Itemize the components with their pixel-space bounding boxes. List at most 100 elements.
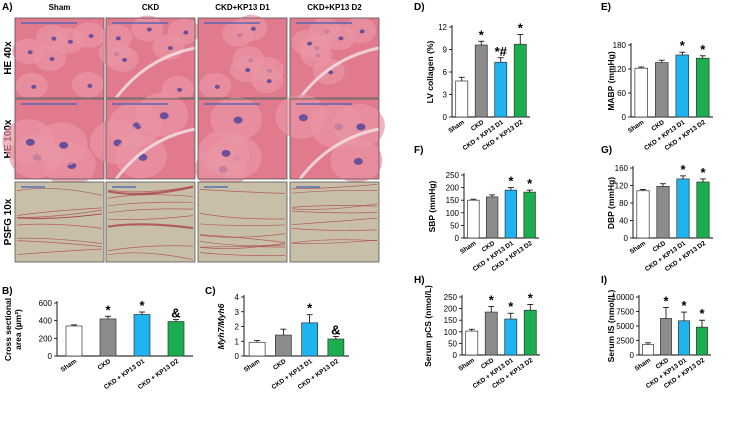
- y-tick-label: 50: [450, 221, 459, 230]
- micrograph-tile: [197, 181, 288, 263]
- bar: [465, 330, 479, 356]
- micrograph-tile: [105, 181, 196, 263]
- tile-border: [289, 181, 380, 263]
- micrograph-tile: [289, 17, 380, 99]
- tissue-background: [290, 182, 379, 262]
- collagen-fiber: [199, 223, 286, 226]
- tile-border: [289, 17, 380, 99]
- y-tick-label: 200: [444, 305, 458, 314]
- micrograph-tile: [195, 97, 288, 191]
- significance-marker: *: [508, 299, 514, 314]
- micrograph-tile: [197, 14, 288, 99]
- y-tick-label: 12: [438, 23, 447, 32]
- bar: [327, 338, 345, 357]
- column-title: CKD: [142, 3, 160, 12]
- significance-marker: &: [171, 306, 180, 321]
- y-tick-label: 250: [446, 171, 460, 180]
- interstitial-space: [298, 46, 380, 99]
- significance-marker: *: [105, 302, 111, 317]
- y-tick-label: 400: [39, 317, 53, 326]
- bar: [484, 311, 498, 356]
- interstitial-space: [114, 127, 196, 180]
- column-title: Sham: [49, 3, 71, 12]
- y-tick-label: 0: [630, 351, 635, 360]
- y-axis-label: area (µm²): [13, 309, 23, 350]
- y-tick-label: 80: [619, 199, 628, 208]
- nucleus: [115, 36, 121, 41]
- column-title: CKD+KP13 D1: [215, 3, 270, 12]
- collagen-fiber: [16, 237, 103, 244]
- nucleus: [51, 36, 57, 41]
- panel-label: F): [414, 145, 423, 156]
- bar: [467, 199, 480, 239]
- x-tick-label: CKD: [97, 358, 113, 372]
- micrograph-tile: [2, 98, 105, 187]
- nucleus: [59, 141, 69, 149]
- interstitial-space: [298, 127, 380, 180]
- x-tick-label: CKD: [650, 119, 666, 133]
- y-axis-label: SBP (mmHg): [427, 180, 437, 232]
- bar: [636, 190, 650, 239]
- y-tick-label: 200: [446, 184, 460, 193]
- y-tick-label: 0: [622, 113, 627, 122]
- micrograph-tile: [98, 15, 200, 102]
- y-tick-label: 60: [617, 89, 626, 98]
- collagen-fiber: [291, 203, 378, 210]
- tissue-background: [198, 182, 287, 262]
- collagen-fiber: [291, 217, 378, 225]
- nucleus: [67, 39, 73, 44]
- y-axis-label: Cross sectional: [3, 298, 13, 361]
- significance-marker: *: [527, 176, 533, 191]
- x-tick-label: Sham: [459, 240, 478, 256]
- y-axis-label: Myh7/Myh6: [216, 303, 226, 349]
- bar: [99, 318, 117, 357]
- x-tick-label: Sham: [629, 240, 648, 256]
- tissue-background: [15, 182, 104, 262]
- collagen-fiber: [16, 223, 103, 229]
- y-tick-label: 100: [446, 209, 460, 218]
- significance-marker: &: [331, 322, 340, 337]
- bar: [494, 61, 508, 118]
- significance-marker: *: [307, 301, 313, 316]
- y-tick-label: 10000: [612, 293, 635, 302]
- y-axis-label: MABP (mmHg): [606, 51, 616, 111]
- significance-marker: *: [489, 293, 495, 308]
- x-tick-label: Sham: [447, 119, 466, 135]
- nucleus: [183, 30, 189, 35]
- nucleus: [338, 36, 344, 41]
- nucleus: [298, 114, 308, 122]
- collagen-fiber: [199, 252, 286, 257]
- nucleus: [146, 27, 152, 32]
- tile-border: [197, 181, 288, 263]
- bar: [655, 62, 669, 118]
- panel-label: G): [601, 145, 612, 156]
- collagen-fiber: [16, 240, 103, 248]
- collagen-fiber: [107, 245, 194, 252]
- y-tick-label: 2500: [616, 337, 634, 346]
- bar: [275, 334, 292, 357]
- collagen-fiber: [291, 239, 378, 244]
- tile-border: [289, 98, 380, 180]
- y-tick-label: 7500: [616, 308, 634, 317]
- significance-marker: *: [528, 290, 534, 305]
- panel-label: I): [601, 275, 607, 286]
- y-tick-label: 9: [443, 46, 448, 55]
- y-axis-label: Serum IS (nmol/L): [606, 289, 616, 362]
- y-tick-label: 5000: [616, 322, 634, 331]
- nucleus: [122, 57, 128, 62]
- y-tick-label: 0: [443, 113, 448, 122]
- y-tick-label: 250: [444, 293, 458, 302]
- nucleus: [356, 123, 366, 131]
- bar: [523, 309, 537, 356]
- y-tick-label: 100: [444, 328, 458, 337]
- significance-marker: *: [680, 38, 686, 53]
- collagen-fiber: [107, 252, 194, 260]
- panel-label-a: A): [2, 2, 13, 13]
- collagen-fiber: [107, 185, 194, 196]
- collagen-fiber: [291, 210, 378, 214]
- y-tick-label: 180: [613, 41, 627, 50]
- bar: [248, 341, 266, 357]
- collagen-fiber: [199, 234, 286, 243]
